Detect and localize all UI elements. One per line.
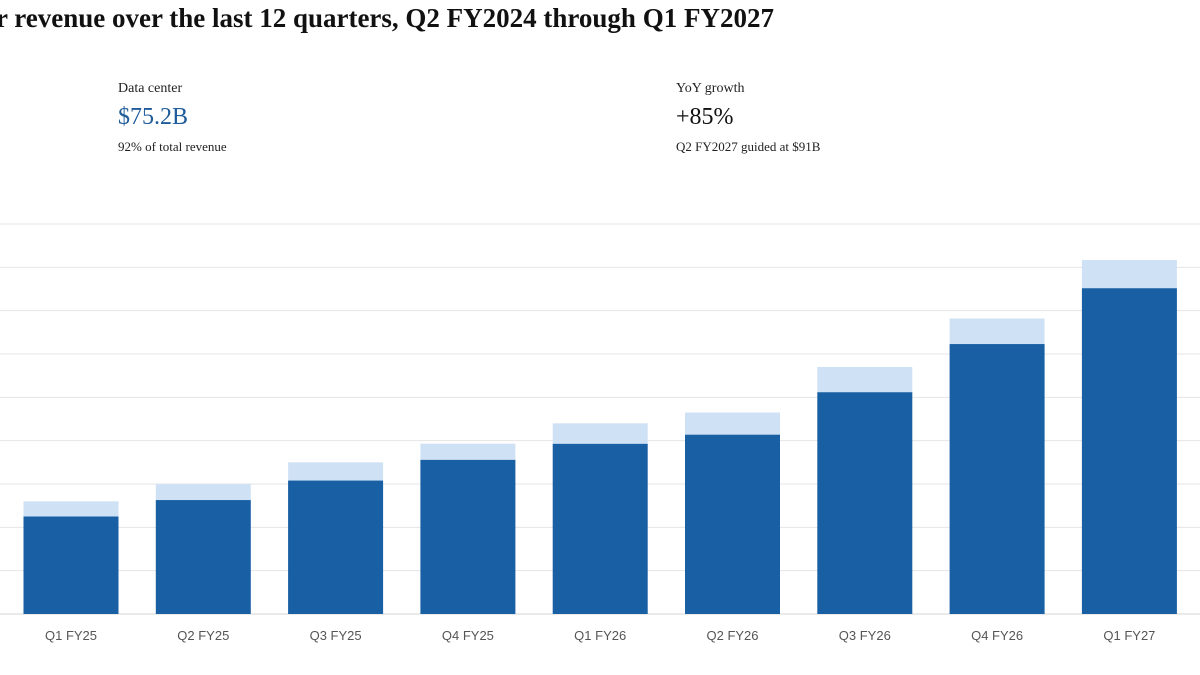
chart-title: nter revenue over the last 12 quarters, … [0,3,774,33]
bar-segment-primary [817,392,913,614]
kpi-label: YoY growth [676,81,745,96]
kpi-yoy-growth: YoY growth +85% Q2 FY2027 guided at $91B [676,80,820,156]
bar-segment-primary [1081,288,1177,614]
bar-segment-secondary [949,318,1045,345]
x-tick-label: Q2 FY26 [706,628,758,643]
kpi-note: Q2 FY2027 guided at $91B [676,139,821,154]
x-tick-label: Q1 FY26 [574,628,626,643]
kpi-value: +85% [676,104,734,130]
bar-segment-secondary [23,501,119,517]
bar-segment-primary [155,500,251,614]
bar-segment-primary [552,443,648,614]
bars [23,259,1177,614]
bar-segment-primary [420,459,516,614]
x-axis-ticks: Q1 FY25 Q2 FY25 Q3 FY25 Q4 FY25 Q1 FY26 Q2 FY… [45,628,1155,643]
bar-segment-secondary [685,412,780,435]
bar-segment-secondary [155,484,251,501]
bar-segment-secondary [552,423,648,444]
bar-segment-primary [949,344,1045,614]
bar-segment-primary [288,480,384,614]
kpi-note: 92% of total revenue [118,139,227,154]
bar-segment-primary [685,434,780,614]
bar-segment-secondary [817,367,913,393]
x-tick-label: Q3 FY26 [839,628,891,643]
kpi-data-center: Data center $75.2B 92% of total revenue [118,80,227,156]
x-tick-label: Q3 FY25 [310,628,362,643]
x-tick-label: Q1 FY27 [1103,628,1155,643]
kpi-value: $75.2B [118,104,189,130]
x-tick-label: Q2 FY25 [177,628,229,643]
x-tick-label: Q1 FY25 [45,628,97,643]
bar-segment-secondary [420,443,516,460]
x-tick-label: Q4 FY25 [442,628,494,643]
bar-segment-secondary [288,462,384,481]
kpi-label: Data center [118,81,183,96]
bar-segment-primary [23,516,119,614]
bar-segment-secondary [1081,259,1177,289]
x-tick-label: Q4 FY26 [971,628,1023,643]
